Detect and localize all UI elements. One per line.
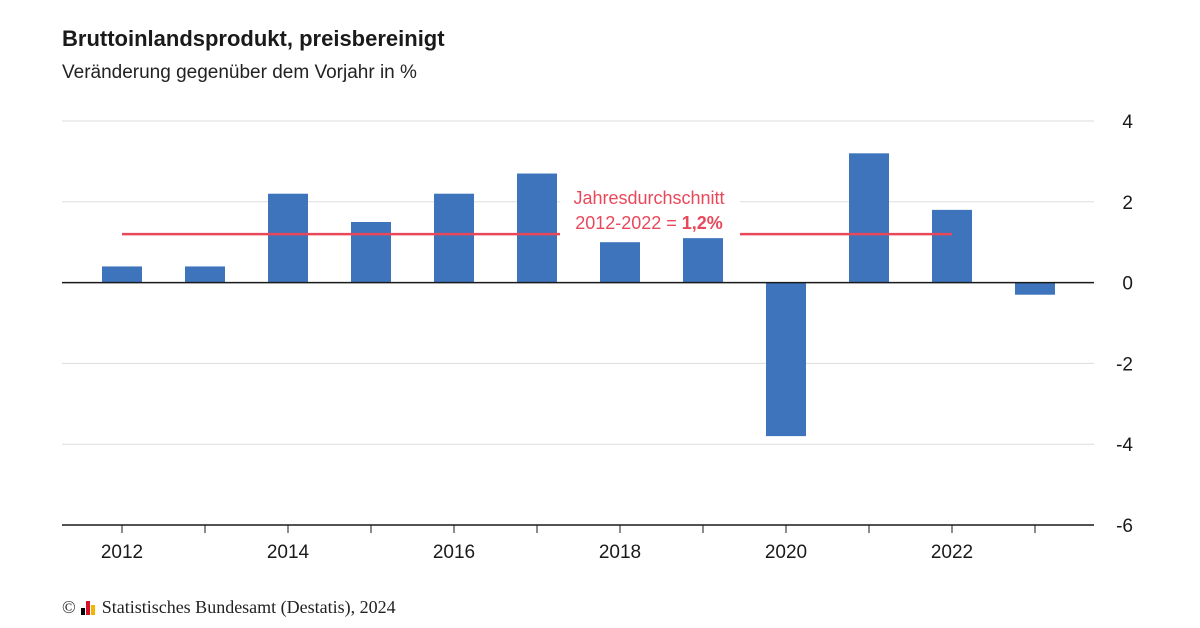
bar-2013 [185,266,225,283]
x-tick-label: 2016 [433,542,475,563]
bar-2015 [351,222,391,283]
x-tick-label: 2018 [599,542,641,563]
destatis-logo-icon [80,600,95,615]
source-credit: © Statistisches Bundesamt (Destatis), 20… [62,597,396,618]
copyright-symbol: © [62,597,76,617]
average-label-background [560,184,740,236]
y-tick-label: -2 [1116,354,1133,375]
chart-subtitle: Veränderung gegenüber dem Vorjahr in % [62,62,417,83]
y-tick-label: 4 [1122,112,1133,133]
bar-2014 [268,193,308,283]
average-annotation: Jahresdurchschnitt 2012-2022 = 1,2% [122,184,952,236]
x-tick-label: 2014 [267,542,310,563]
bar-2016 [434,193,474,283]
bar-2023 [1015,282,1055,295]
bar-2012 [102,266,142,283]
y-tick-label: -6 [1116,516,1133,537]
bar-2018 [600,242,640,283]
y-tick-label: 0 [1122,274,1133,295]
y-tick-label: 2 [1122,193,1133,214]
bar-2021 [849,153,889,283]
bar-2020 [766,282,806,437]
bar-2019 [683,238,723,283]
bar-2022 [932,209,972,283]
x-tick-label: 2020 [765,542,807,563]
bars [102,153,1055,437]
x-tick-label: 2012 [101,542,143,563]
average-label-line2: 2012-2022 = 1,2% [575,213,723,233]
chart-title: Bruttoinlandsprodukt, preisbereinigt [62,26,445,51]
average-label-line1: Jahresdurchschnitt [573,188,724,208]
axes: 4 2 0 -2 -4 -6 2012 2014 2016 2018 2020 2022 [62,112,1133,563]
x-tick-label: 2022 [931,542,973,563]
bar-2017 [517,173,557,283]
y-tick-label: -4 [1116,435,1133,456]
source-text: Statistisches Bundesamt (Destatis), 2024 [101,597,396,617]
